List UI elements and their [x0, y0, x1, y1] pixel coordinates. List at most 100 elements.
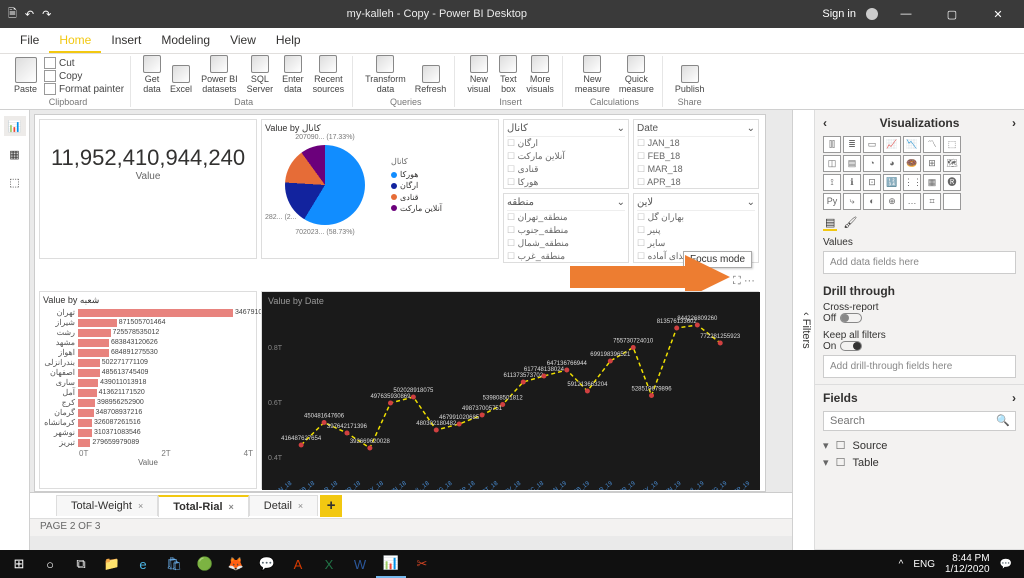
line-visual[interactable]: Value by Date0.4T0.6T0.8T416487627654450…: [261, 291, 759, 489]
tb-word[interactable]: W: [345, 550, 375, 578]
viz-type-2[interactable]: ▭: [863, 136, 881, 153]
menu-modeling[interactable]: Modeling: [151, 28, 220, 53]
page-tab-Detail[interactable]: Detail×: [249, 495, 318, 516]
menu-home[interactable]: Home: [49, 28, 101, 53]
redo-icon[interactable]: ↷: [42, 8, 51, 21]
viz-type-20[interactable]: 🅡: [943, 174, 961, 191]
tb-powerbi[interactable]: 📊: [376, 550, 406, 578]
viz-type-23[interactable]: ◐: [863, 193, 881, 210]
ribbon-copy[interactable]: Copy: [44, 70, 124, 82]
avatar[interactable]: [866, 8, 878, 20]
ribbon-format-painter[interactable]: Format painter: [44, 83, 124, 95]
tb-teams[interactable]: 💬: [252, 550, 282, 578]
keep-filters-toggle[interactable]: [840, 341, 862, 351]
tb-store[interactable]: 🛍: [159, 550, 189, 578]
cortana-icon[interactable]: ○: [35, 550, 65, 578]
ribbon-sql-server[interactable]: SQL Server: [245, 54, 276, 95]
slicer-2[interactable]: منطقه⌄منطقه_تهرانمنطقه_جنوبمنطقه_شمالمنط…: [503, 193, 629, 263]
close-button[interactable]: ✕: [980, 8, 1016, 21]
page-tab-Total-Rial[interactable]: Total-Rial×: [158, 495, 249, 517]
tb-firefox[interactable]: 🦊: [221, 550, 251, 578]
ribbon-publish[interactable]: Publish: [673, 64, 707, 95]
viz-type-0[interactable]: ⫿⫿: [823, 136, 841, 153]
ribbon-excel[interactable]: Excel: [168, 64, 194, 95]
ribbon-transform-data[interactable]: Transform data: [363, 54, 408, 95]
viz-type-19[interactable]: ▦: [923, 174, 941, 191]
signin-link[interactable]: Sign in: [822, 8, 856, 20]
ribbon-recent-sources[interactable]: Recent sources: [311, 54, 347, 95]
menu-insert[interactable]: Insert: [101, 28, 151, 53]
viz-type-24[interactable]: ⊕: [883, 193, 901, 210]
ribbon-paste[interactable]: Paste: [12, 56, 39, 95]
viz-type-22[interactable]: ⤷: [843, 193, 861, 210]
viz-type-6[interactable]: ⬚: [943, 136, 961, 153]
undo-icon[interactable]: ↶: [25, 8, 34, 21]
card-visual[interactable]: 11,952,410,944,240Value: [39, 119, 257, 259]
add-page-button[interactable]: +: [320, 495, 342, 517]
viz-type-25[interactable]: …: [903, 193, 921, 210]
ribbon-more-visuals[interactable]: More visuals: [524, 54, 556, 95]
viz-type-7[interactable]: ◫: [823, 155, 841, 172]
tray-up-icon[interactable]: ^: [899, 559, 904, 570]
viz-type-4[interactable]: 📉: [903, 136, 921, 153]
save-icon[interactable]: 🗎: [8, 5, 17, 24]
tray-notif-icon[interactable]: 💬: [1000, 559, 1012, 570]
taskview-icon[interactable]: ⧉: [66, 550, 96, 578]
ribbon-power bi-datasets[interactable]: Power BI datasets: [199, 54, 240, 95]
fields-search[interactable]: [823, 411, 1016, 431]
viz-type-11[interactable]: 🍩: [903, 155, 921, 172]
fields-tab-icon[interactable]: ▤: [823, 216, 837, 231]
viz-type-12[interactable]: ⊞: [923, 155, 941, 172]
cross-report-toggle[interactable]: [840, 313, 862, 323]
data-view-icon[interactable]: ▦: [4, 144, 26, 164]
viz-type-15[interactable]: ℹ: [843, 174, 861, 191]
drill-well[interactable]: Add drill-through fields here: [823, 355, 1016, 378]
viz-type-17[interactable]: 🔢: [883, 174, 901, 191]
viz-type-18[interactable]: ⋮⋮: [903, 174, 921, 191]
minimize-button[interactable]: —: [888, 8, 924, 20]
viz-type-1[interactable]: ≣: [843, 136, 861, 153]
page-tab-Total-Weight[interactable]: Total-Weight×: [56, 495, 158, 516]
slicer-0[interactable]: کانال⌄ارگانآنلاین مارکتقنادیهورکا: [503, 119, 629, 189]
ribbon-quick-measure[interactable]: Quick measure: [617, 54, 656, 95]
tb-snip[interactable]: ✂: [407, 550, 437, 578]
viz-type-5[interactable]: 〽: [923, 136, 941, 153]
tb-chrome[interactable]: 🟢: [190, 550, 220, 578]
tb-excel[interactable]: X: [314, 550, 344, 578]
viz-type-9[interactable]: ◔: [863, 155, 881, 172]
viz-type-8[interactable]: ▤: [843, 155, 861, 172]
report-view-icon[interactable]: 📊: [4, 116, 26, 136]
tb-adobe[interactable]: A: [283, 550, 313, 578]
tb-explorer[interactable]: 📁: [97, 550, 127, 578]
ribbon-refresh[interactable]: Refresh: [413, 64, 449, 95]
bar-visual[interactable]: Value by شعبهتهران3467910404185شیراز8715…: [39, 291, 257, 489]
ribbon-text-box[interactable]: Text box: [497, 54, 519, 95]
ribbon-new-visual[interactable]: New visual: [465, 54, 492, 95]
viz-type-10[interactable]: ◕: [883, 155, 901, 172]
viz-type-27[interactable]: [943, 193, 961, 210]
pie-visual[interactable]: Value by کانال207090... (17.33%)702023..…: [261, 119, 499, 259]
field-table-table[interactable]: Table: [823, 454, 1016, 471]
format-tab-icon[interactable]: 🖌: [843, 216, 857, 231]
values-well[interactable]: Add data fields here: [823, 251, 1016, 274]
ribbon-cut[interactable]: Cut: [44, 57, 124, 69]
visual-header-icons[interactable]: ⛶ ⋯: [733, 275, 755, 288]
menu-view[interactable]: View: [220, 28, 266, 53]
viz-type-14[interactable]: ⟟: [823, 174, 841, 191]
filters-collapsed[interactable]: ‹ Filters: [793, 110, 815, 550]
ribbon-enter-data[interactable]: Enter data: [280, 54, 306, 95]
field-table-source[interactable]: Source: [823, 437, 1016, 454]
ribbon-get-data[interactable]: Get data: [141, 54, 163, 95]
menu-file[interactable]: File: [10, 28, 49, 53]
slicer-1[interactable]: Date⌄JAN_18FEB_18MAR_18APR_18: [633, 119, 759, 189]
maximize-button[interactable]: ▢: [934, 8, 970, 21]
tray-lang[interactable]: ENG: [913, 559, 935, 570]
viz-type-3[interactable]: 📈: [883, 136, 901, 153]
ribbon-new-measure[interactable]: New measure: [573, 54, 612, 95]
start-button[interactable]: ⊞: [4, 550, 34, 578]
menu-help[interactable]: Help: [266, 28, 311, 53]
viz-type-13[interactable]: 🗺: [943, 155, 961, 172]
viz-type-16[interactable]: ⊡: [863, 174, 881, 191]
viz-type-26[interactable]: ⌗: [923, 193, 941, 210]
model-view-icon[interactable]: ⬚: [4, 172, 26, 192]
